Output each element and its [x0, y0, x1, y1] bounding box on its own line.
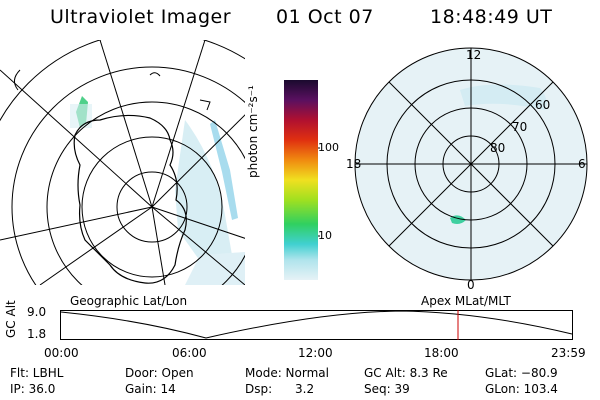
timeline-right-title: Apex MLat/MLT [421, 294, 511, 308]
status-ip: IP: 36.0 [10, 382, 56, 396]
x-tick-1200: 12:00 [298, 346, 333, 360]
status-seq: Seq: 39 [364, 382, 410, 396]
geographic-map [0, 40, 245, 285]
status-filter: Flt: LBHL [10, 366, 64, 380]
time-label: 18:48:49 UT [430, 6, 553, 28]
y-tick-9: 9.0 [27, 305, 47, 319]
lat-label-60: 60 [535, 98, 551, 112]
x-tick-0000: 00:00 [44, 346, 79, 360]
timeline-frame [60, 310, 573, 340]
colorbar-gradient [284, 80, 318, 280]
status-glat: GLat: −80.9 [485, 366, 558, 380]
timeline-plot [60, 310, 573, 340]
status-dsp: Dsp: 3.2 [245, 382, 315, 396]
instrument-title: Ultraviolet Imager [50, 6, 232, 28]
mlt-label-0: 0 [467, 278, 475, 292]
colorbar-tick-100: 100 [318, 141, 339, 154]
x-tick-0600: 06:00 [172, 346, 207, 360]
colorbar-unit-label: photon cm⁻²s⁻¹ [246, 85, 260, 178]
mlt-label-12: 12 [466, 48, 482, 62]
status-gc-alt: GC Alt: 8.3 Re [364, 366, 448, 380]
polar-grid [354, 47, 588, 281]
mlt-label-6: 6 [578, 157, 586, 171]
mlt-label-18: 18 [346, 157, 362, 171]
status-mode: Mode: Normal [245, 366, 329, 380]
timeline-axis-label: GC Alt [4, 300, 18, 338]
status-glon: GLon: 103.4 [485, 382, 558, 396]
date-label: 01 Oct 07 [276, 6, 374, 28]
lat-label-80: 80 [490, 141, 506, 155]
colorbar [284, 80, 320, 280]
status-gain: Gain: 14 [125, 382, 176, 396]
x-tick-2359: 23:59 [551, 346, 586, 360]
status-door: Door: Open [125, 366, 194, 380]
altitude-curve [60, 310, 573, 339]
timeline-left-title: Geographic Lat/Lon [70, 294, 188, 308]
x-tick-1800: 18:00 [424, 346, 459, 360]
y-tick-1-8: 1.8 [27, 327, 47, 341]
colorbar-tick-10: 10 [318, 229, 332, 242]
lat-label-70: 70 [512, 120, 528, 134]
